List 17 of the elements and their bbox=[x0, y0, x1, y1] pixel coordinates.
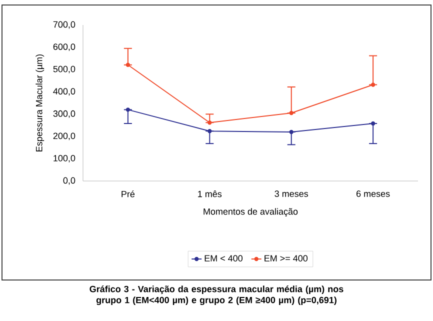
y-tick-label: 700,0 bbox=[53, 21, 76, 29]
y-tick-label: 0,0 bbox=[63, 177, 76, 185]
y-tick-label: 100,0 bbox=[54, 154, 76, 162]
y-tick-label: 400,0 bbox=[53, 88, 76, 96]
x-axis-title: Momentos de avaliação bbox=[204, 208, 298, 217]
y-axis-title: Espessura Macular (µm) bbox=[36, 54, 44, 152]
x-tick-label: 3 meses bbox=[274, 190, 308, 197]
text: Gráfico 3 - Variação da espessura macular média (µm) nos grupo 1 (EM<400 µm) e grupo 2 (EM ≥400 µm) (p=0,691) bbox=[90, 286, 344, 306]
y-tick-label: 600,0 bbox=[53, 44, 76, 51]
x-tick-label: Pré bbox=[122, 190, 135, 198]
legend-label: EM < 400 bbox=[204, 255, 243, 262]
y-tick-label: 300,0 bbox=[53, 110, 76, 118]
y-tick-label: 200,0 bbox=[53, 132, 76, 140]
x-tick-label: 1 mês bbox=[198, 190, 222, 198]
legend-label: EM >= 400 bbox=[264, 255, 308, 262]
y-tick-label: 500,0 bbox=[53, 66, 76, 74]
x-tick-label: 6 meses bbox=[356, 190, 390, 197]
